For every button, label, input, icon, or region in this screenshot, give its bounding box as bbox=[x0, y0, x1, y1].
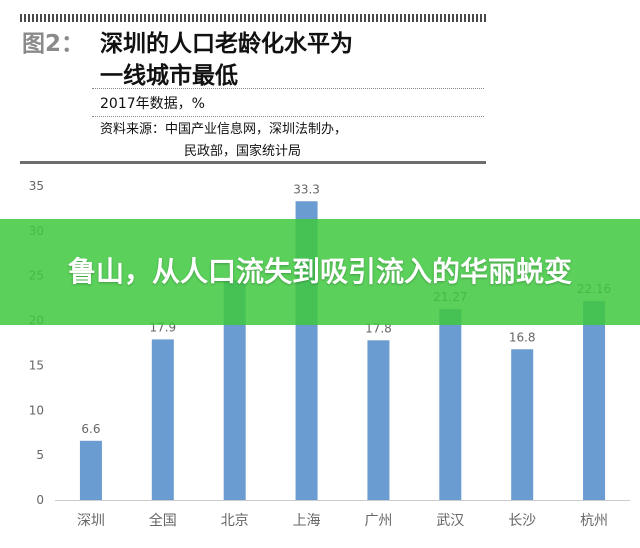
title-line-2: 一线城市最低 bbox=[100, 63, 238, 89]
divider bbox=[92, 88, 484, 89]
bar-7 bbox=[511, 349, 534, 500]
header-rule-bottom bbox=[20, 161, 486, 164]
bar-1 bbox=[79, 440, 102, 500]
source-line-1: 资料来源：中国产业信息网，深圳法制办， bbox=[100, 122, 348, 137]
data-label: 33.3 bbox=[293, 182, 320, 196]
x-tick-label: 杭州 bbox=[580, 513, 608, 529]
header-rule-top bbox=[20, 14, 486, 22]
bar-2 bbox=[151, 339, 174, 500]
x-tick-label: 全国 bbox=[149, 512, 177, 529]
x-tick-label: 深圳 bbox=[77, 513, 105, 529]
divider bbox=[92, 116, 484, 117]
source-line-2: 民政部，国家统计局 bbox=[184, 144, 302, 159]
data-label: 6.6 bbox=[81, 422, 100, 436]
bar-3 bbox=[223, 280, 246, 500]
x-tick-label: 北京 bbox=[221, 513, 249, 529]
y-tick-label: 15 bbox=[29, 358, 44, 372]
y-tick-label: 10 bbox=[29, 403, 44, 417]
y-tick-label: 35 bbox=[29, 179, 44, 193]
banner-headline: 鲁山，从人口流失到吸引流入的华丽蜕变 bbox=[67, 255, 572, 288]
y-tick-label: 0 bbox=[36, 493, 44, 507]
x-tick-label: 上海 bbox=[293, 513, 321, 529]
y-tick-label: 5 bbox=[36, 448, 44, 462]
data-label: 16.8 bbox=[509, 330, 536, 344]
headline-banner: 鲁山，从人口流失到吸引流入的华丽蜕变 bbox=[0, 219, 640, 325]
figure-label: 图2： bbox=[22, 31, 85, 57]
x-tick-label: 长沙 bbox=[508, 513, 536, 529]
x-tick-label: 广州 bbox=[364, 513, 392, 529]
x-tick-label: 武汉 bbox=[436, 513, 464, 529]
bar-5 bbox=[367, 340, 390, 500]
bar-6 bbox=[439, 309, 462, 500]
subtitle: 2017年数据，% bbox=[100, 96, 205, 112]
source-note: 资料来源：中国产业信息网，深圳法制办， 民政部，国家统计局 bbox=[100, 119, 347, 163]
title-line-1: 深圳的人口老龄化水平为 bbox=[100, 31, 353, 57]
figure-title: 图2： 深圳的人口老龄化水平为 一线城市最低 bbox=[22, 28, 353, 92]
bar-8 bbox=[583, 301, 606, 500]
